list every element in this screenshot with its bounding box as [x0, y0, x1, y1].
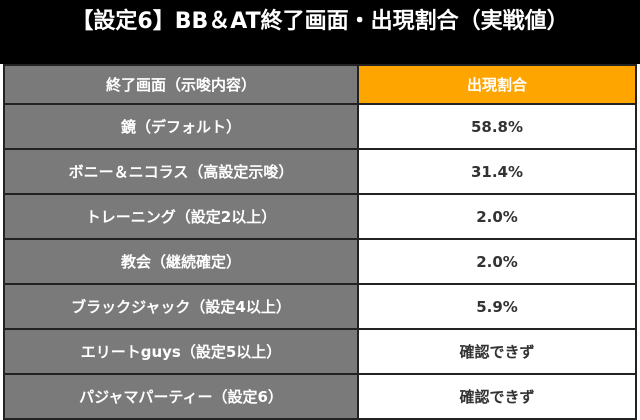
appearance-rate-table: 終了画面（示唆内容） 出現割合 鏡（デフォルト） 58.8% ボニー＆ニコラス（高… — [3, 64, 637, 420]
rate-cell: 31.4% — [357, 148, 637, 195]
screen-cell: ブラックジャック（設定4以上） — [3, 283, 359, 330]
screen-cell: 鏡（デフォルト） — [3, 103, 359, 150]
table-header-row: 終了画面（示唆内容） 出現割合 — [3, 64, 637, 105]
screen-cell: パジャマパーティー（設定6） — [3, 373, 359, 420]
table-row: ボニー＆ニコラス（高設定示唆） 31.4% — [3, 148, 637, 195]
screen-cell: エリートguys（設定5以上） — [3, 328, 359, 375]
table-row: パジャマパーティー（設定6） 確認できず — [3, 373, 637, 420]
rate-cell: 2.0% — [357, 238, 637, 285]
rate-cell: 58.8% — [357, 103, 637, 150]
table-row: 教会（継続確定） 2.0% — [3, 238, 637, 285]
rate-cell: 2.0% — [357, 193, 637, 240]
rate-cell: 確認できず — [357, 373, 637, 420]
rate-cell: 5.9% — [357, 283, 637, 330]
screen-cell: ボニー＆ニコラス（高設定示唆） — [3, 148, 359, 195]
screen-cell: 教会（継続確定） — [3, 238, 359, 285]
table-row: 鏡（デフォルト） 58.8% — [3, 103, 637, 150]
table-row: トレーニング（設定2以上） 2.0% — [3, 193, 637, 240]
header-rate: 出現割合 — [357, 64, 637, 105]
header-screen: 終了画面（示唆内容） — [3, 64, 359, 105]
rate-cell: 確認できず — [357, 328, 637, 375]
page-title: 【設定6】BB＆AT終了画面・出現割合（実戦値） — [0, 0, 640, 64]
screen-cell: トレーニング（設定2以上） — [3, 193, 359, 240]
table-row: ブラックジャック（設定4以上） 5.9% — [3, 283, 637, 330]
table-row: エリートguys（設定5以上） 確認できず — [3, 328, 637, 375]
